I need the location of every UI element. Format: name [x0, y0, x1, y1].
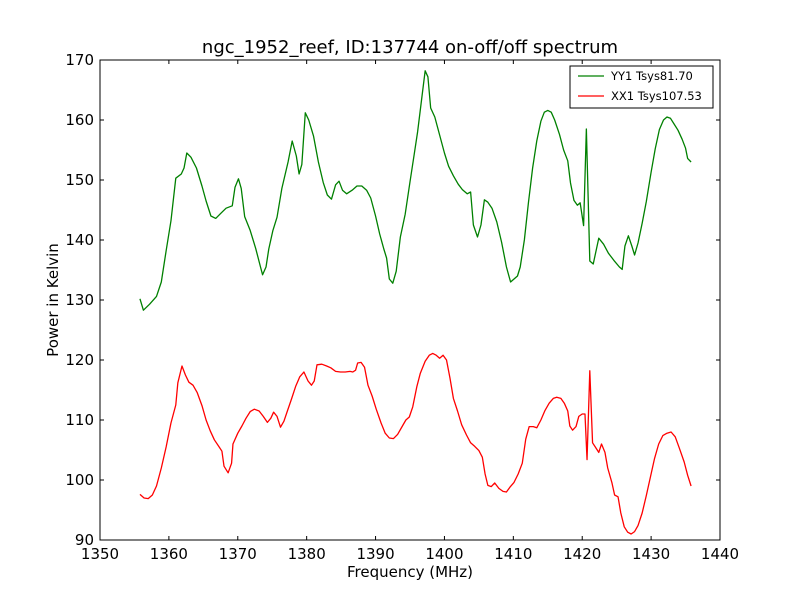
- x-tick-label: 1400: [425, 545, 463, 563]
- x-tick-label: 1390: [356, 545, 394, 563]
- x-axis-ticks: 1350 1360 1370 1380 1390 1400 1410 1420 1430 1440: [81, 60, 739, 563]
- x-tick-label: 1360: [150, 545, 188, 563]
- plot-lines: [139, 70, 692, 535]
- legend-label-xx1: XX1 Tsys107.53: [611, 89, 702, 103]
- series-line-yy1: [139, 70, 692, 311]
- x-tick-label: 1370: [219, 545, 257, 563]
- y-tick-label: 120: [65, 351, 94, 369]
- x-tick-label: 1420: [563, 545, 601, 563]
- y-tick-label: 130: [65, 291, 94, 309]
- chart-title: ngc_1952_reef, ID:137744 on-off/off spec…: [202, 37, 618, 58]
- x-tick-label: 1410: [494, 545, 532, 563]
- x-tick-label: 1430: [632, 545, 670, 563]
- y-tick-label: 140: [65, 231, 94, 249]
- y-axis-ticks: 90 100 110 120 130 140 150 160 170: [65, 51, 720, 549]
- x-tick-label: 1350: [81, 545, 119, 563]
- x-tick-label: 1380: [288, 545, 326, 563]
- series-line-xx1: [139, 352, 692, 535]
- y-tick-label: 170: [65, 51, 94, 69]
- y-tick-label: 150: [65, 171, 94, 189]
- y-tick-label: 160: [65, 111, 94, 129]
- x-axis-label: Frequency (MHz): [347, 563, 473, 581]
- legend-box: [569, 65, 714, 109]
- legend: YY1 Tsys81.70 XX1 Tsys107.53: [569, 65, 714, 109]
- legend-label-yy1: YY1 Tsys81.70: [610, 69, 693, 83]
- y-tick-label: 100: [65, 471, 94, 489]
- x-tick-label: 1440: [701, 545, 739, 563]
- y-axis-label: Power in Kelvin: [44, 243, 62, 357]
- y-tick-label: 90: [75, 531, 94, 549]
- y-tick-label: 110: [65, 411, 94, 429]
